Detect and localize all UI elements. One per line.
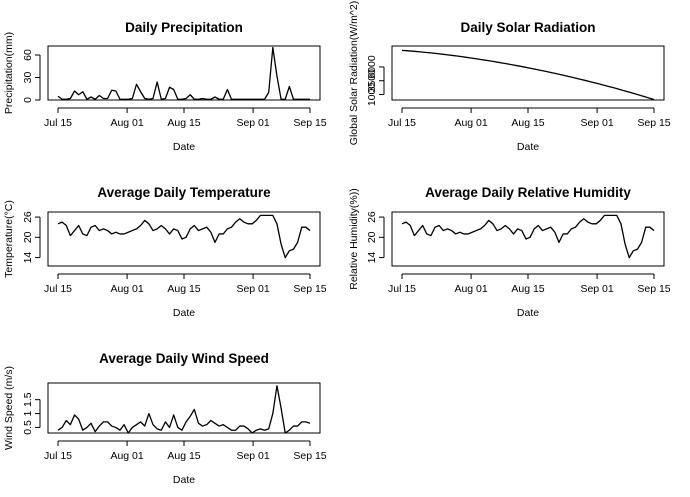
data-series-line bbox=[401, 49, 655, 101]
y-tick-label: 3500 bbox=[366, 69, 378, 93]
x-tick-label: Aug 01 bbox=[454, 283, 487, 295]
chart-title: Daily Solar Radiation bbox=[460, 20, 595, 35]
y-tick-label: 20 bbox=[22, 231, 34, 243]
y-tick-label: 1 bbox=[22, 410, 34, 416]
x-tick-label: Aug 01 bbox=[110, 117, 143, 129]
x-tick-label: Sep 15 bbox=[637, 117, 670, 129]
y-tick-label: 0.5 bbox=[22, 420, 34, 435]
x-tick-label: Sep 01 bbox=[236, 450, 269, 462]
x-axis-label: Date bbox=[173, 307, 195, 319]
y-tick-label: 1000 bbox=[366, 83, 378, 107]
chart-panel-2: Daily Solar Radiation Jul 15 Aug 01 Aug 15 S… bbox=[348, 1, 671, 153]
x-tick-label: Jul 15 bbox=[388, 117, 416, 129]
y-tick-label: 6000 bbox=[366, 55, 378, 79]
y-axis-label: Wind Speed (m/s) bbox=[3, 366, 15, 450]
x-tick-label: Sep 01 bbox=[580, 283, 613, 295]
y-axis-label: Relative Humidity(%)) bbox=[348, 188, 360, 290]
plot-frame bbox=[47, 45, 321, 101]
x-tick-label: Sep 01 bbox=[236, 283, 269, 295]
chart-title: Average Daily Wind Speed bbox=[99, 351, 269, 366]
y-tick-label: 0 bbox=[22, 97, 34, 103]
x-tick-label: Sep 01 bbox=[236, 117, 269, 129]
y-axis-label: Precipitation(mm) bbox=[3, 32, 15, 114]
chart-panel-3: Average Daily Temperature Jul 15 Aug 01 Aug… bbox=[3, 185, 327, 319]
x-tick-label: Aug 15 bbox=[511, 283, 544, 295]
x-axis-label: Date bbox=[517, 141, 539, 153]
data-series-line bbox=[57, 385, 311, 434]
chart-panel-5: Average Daily Wind Speed Jul 15 Aug 01 Aug … bbox=[3, 351, 327, 486]
x-axis-label: Date bbox=[173, 141, 195, 153]
y-tick-label: 20 bbox=[366, 231, 378, 243]
chart-panel-4: Average Daily Relative Humidity Jul 15 Aug… bbox=[348, 185, 671, 319]
chart-title: Daily Precipitation bbox=[125, 20, 243, 35]
x-tick-label: Sep 15 bbox=[637, 283, 670, 295]
x-tick-label: Jul 15 bbox=[388, 283, 416, 295]
x-axis-label: Date bbox=[173, 474, 195, 486]
y-axis-label: Temperature(°C) bbox=[3, 200, 15, 278]
y-tick-label: 14 bbox=[366, 252, 378, 264]
y-tick-label: 26 bbox=[22, 211, 34, 223]
chart-panel-1: Daily Precipitation Jul 15 Aug 01 Aug 15 Sep… bbox=[3, 20, 327, 153]
data-series-line bbox=[57, 214, 311, 259]
y-tick-label: 26 bbox=[366, 211, 378, 223]
x-tick-label: Aug 01 bbox=[110, 450, 143, 462]
x-tick-label: Aug 01 bbox=[454, 117, 487, 129]
data-series-line bbox=[401, 214, 655, 259]
x-tick-label: Sep 15 bbox=[293, 450, 326, 462]
x-tick-label: Aug 15 bbox=[167, 117, 200, 129]
x-tick-label: Aug 15 bbox=[511, 117, 544, 129]
x-tick-label: Jul 15 bbox=[44, 117, 72, 129]
chart-title: Average Daily Relative Humidity bbox=[425, 185, 631, 200]
y-axis-label: Global Solar Radiation(W/m^2) bbox=[348, 1, 360, 145]
chart-title: Average Daily Temperature bbox=[97, 185, 271, 200]
y-tick-label: 1.5 bbox=[22, 392, 34, 407]
x-tick-label: Sep 15 bbox=[293, 117, 326, 129]
plot-frame bbox=[47, 382, 321, 434]
x-tick-label: Aug 01 bbox=[110, 283, 143, 295]
plot-frame bbox=[391, 211, 665, 267]
y-tick-label: 14 bbox=[22, 252, 34, 264]
data-series-line bbox=[57, 46, 310, 100]
y-tick-label: 30 bbox=[22, 72, 34, 84]
x-tick-label: Aug 15 bbox=[167, 450, 200, 462]
plot-frame bbox=[47, 211, 321, 267]
x-tick-label: Jul 15 bbox=[44, 450, 72, 462]
x-tick-label: Sep 15 bbox=[293, 283, 326, 295]
x-tick-label: Aug 15 bbox=[167, 283, 200, 295]
x-tick-label: Jul 15 bbox=[44, 283, 72, 295]
plot-frame bbox=[391, 45, 665, 101]
y-tick-label: 60 bbox=[22, 49, 34, 61]
x-axis-label: Date bbox=[517, 307, 539, 319]
x-tick-label: Sep 01 bbox=[580, 117, 613, 129]
